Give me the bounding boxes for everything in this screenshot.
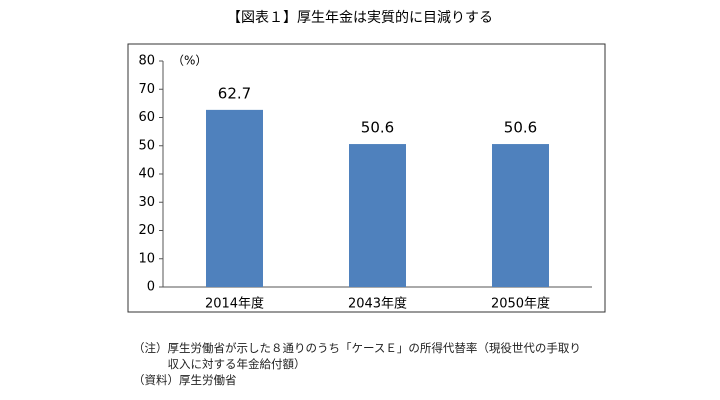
note-text: 厚生労働省 [179,373,237,387]
y-unit: （%） [172,54,207,68]
y-tick-label: 10 [138,251,155,266]
notes: （注） 厚生労働省が示した８通りのうち「ケースＥ」の所得代替率（現役世代の手取り収… [133,340,599,388]
chart-frame [127,43,606,313]
note: （注） 厚生労働省が示した８通りのうち「ケースＥ」の所得代替率（現役世代の手取り収… [133,340,599,372]
y-tick-label: 30 [138,195,155,210]
value-label: 50.6 [361,119,394,137]
value-label: 50.6 [504,119,537,137]
note-label: （注） [133,341,168,355]
value-label: 62.7 [218,84,251,102]
y-tick-label: 70 [138,82,155,97]
note: （資料） 厚生労働省 [133,372,599,388]
y-tick-label: 80 [138,54,155,69]
y-tick-label: 40 [138,167,155,182]
y-tick-label: 50 [138,138,155,153]
y-tick-label: 0 [147,280,155,295]
bar [492,144,549,287]
bar [206,109,263,287]
x-tick-label: 2014年度 [205,296,264,312]
y-tick-label: 20 [138,223,155,238]
x-tick-label: 2043年度 [348,296,407,312]
bar [349,144,406,287]
note-text: 厚生労働省が示した８通りのうち「ケースＥ」の所得代替率（現役世代の手取り収入に対… [167,341,581,371]
note-label: （資料） [133,373,179,387]
x-tick-label: 2050年度 [491,296,550,312]
y-tick-label: 60 [138,110,155,125]
chart-title: 【図表１】厚生年金は実質的に目減りする [227,9,493,26]
